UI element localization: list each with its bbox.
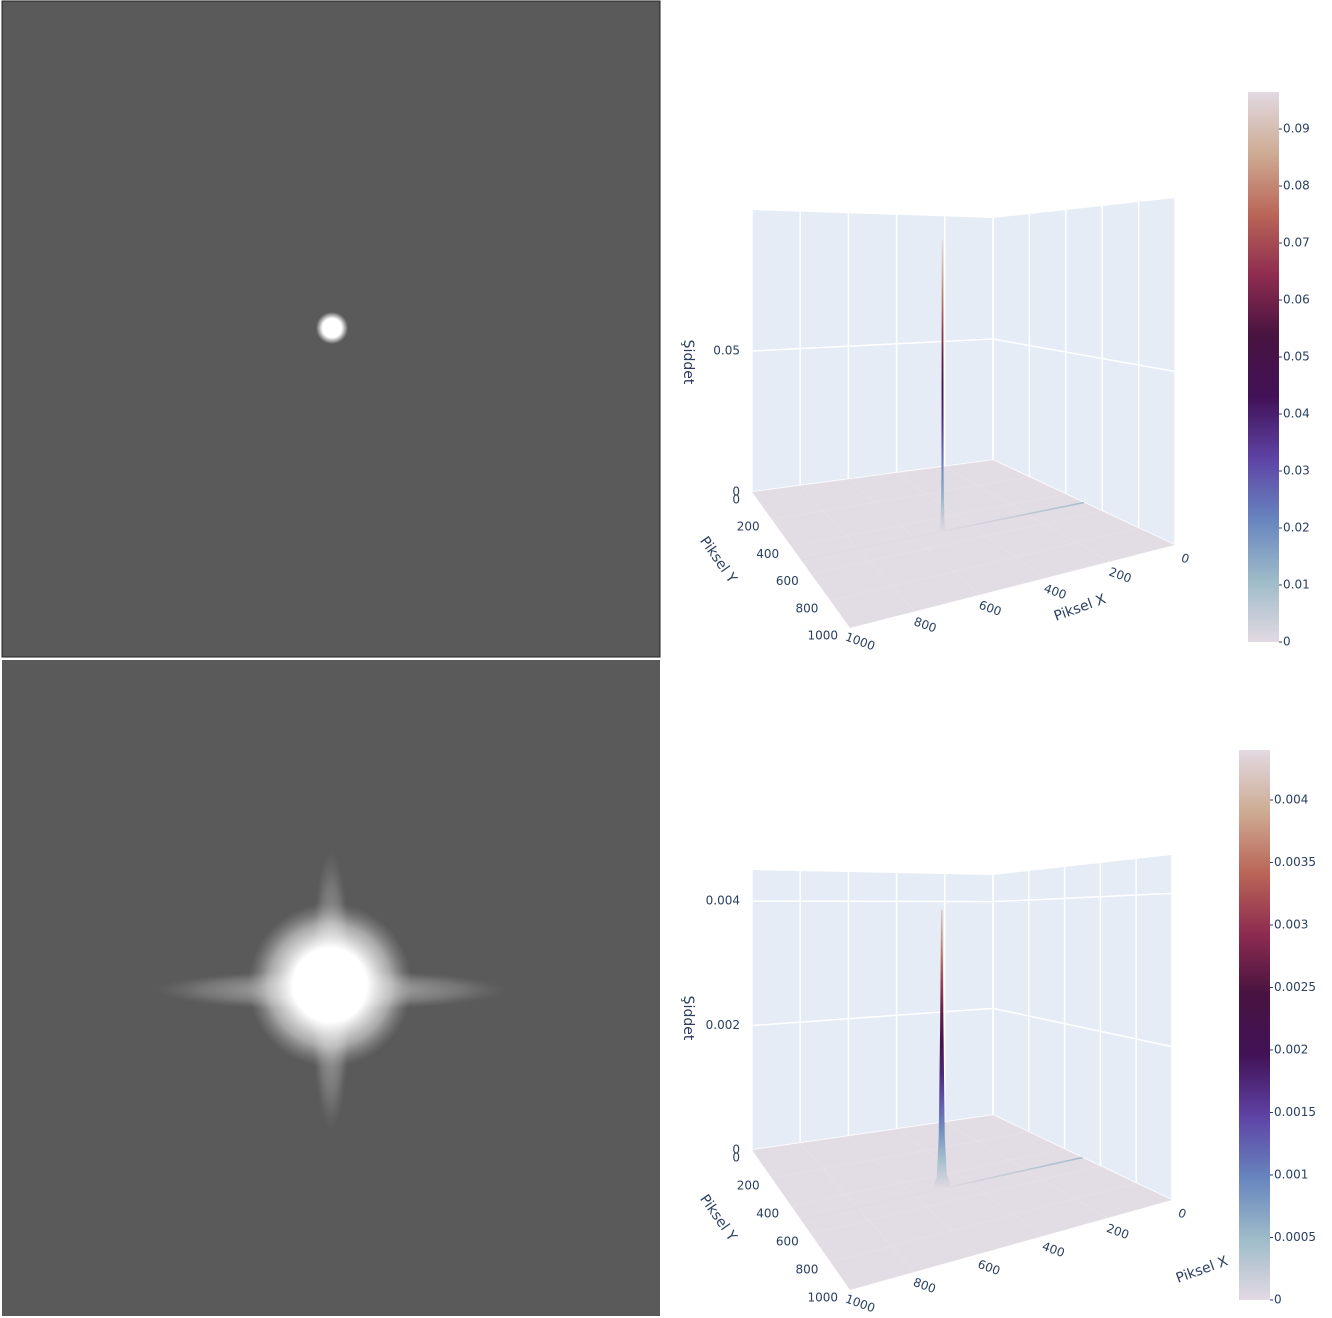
colorbar-tick-label: 0.003: [1274, 918, 1308, 932]
y-tick-label: 400: [756, 1207, 779, 1221]
colorbar-tick-label: 0.0025: [1274, 980, 1316, 994]
x-tick-label: 400: [1040, 1239, 1066, 1260]
wall: [752, 210, 993, 492]
x-tick-label: 600: [977, 598, 1003, 619]
z-axis-title: Şiddet: [680, 340, 696, 385]
colorbar-tick-label: 0.01: [1283, 578, 1310, 592]
colorbar-tick-label: 0.04: [1283, 407, 1310, 421]
colorbar-tick-label: 0.09: [1283, 122, 1310, 136]
y-tick-label: 0: [732, 1151, 740, 1165]
colorbar-tick-label: 0.0035: [1274, 855, 1316, 869]
x-tick-label: 800: [911, 1275, 937, 1296]
x-tick-label: 0: [1179, 551, 1191, 567]
y-tick-label: 1000: [807, 1291, 838, 1305]
wall: [752, 870, 993, 1150]
colorbar-tick-label: 0.08: [1283, 179, 1310, 193]
colorbar-tick-label: 0.001: [1274, 1168, 1308, 1182]
y-tick-label: 800: [795, 1263, 818, 1277]
colorbar-tick-label: 0.004: [1274, 793, 1308, 807]
colorbar-tick-label: 0.0005: [1274, 1230, 1316, 1244]
colorbar: [1239, 750, 1270, 1300]
x-axis-title: Piksel X: [1174, 1253, 1231, 1287]
colorbar-tick-label: 0.07: [1283, 236, 1310, 250]
y-tick-label: 0: [732, 493, 740, 507]
z-tick-label: 0.004: [706, 894, 740, 908]
y-tick-label: 200: [737, 520, 760, 534]
y-axis-title: Piksel Y: [696, 1192, 740, 1245]
page: 0 0.05 0 200 400 600 800 1000 0 200 400 600 800 1000 P…: [0, 0, 1332, 1318]
colorbar: [1248, 92, 1279, 642]
colorbar-tick-label: 0: [1274, 1293, 1282, 1307]
z-tick-label: 0.05: [713, 344, 740, 358]
colorbar-tick-label: 0.0015: [1274, 1105, 1316, 1119]
y-axis-title: Piksel Y: [696, 534, 740, 587]
colorbar-tick-label: 0.002: [1274, 1043, 1308, 1057]
y-tick-label: 400: [756, 547, 779, 561]
surface-chart: 0 0.05 0 200 400 600 800 1000 0 200 400 600 800 1000 P…: [680, 92, 1310, 653]
z-tick-label: 0.002: [706, 1018, 740, 1032]
x-tick-label: 200: [1107, 565, 1133, 586]
y-tick-label: 1000: [807, 629, 838, 643]
y-tick-label: 600: [776, 1235, 799, 1249]
y-tick-label: 600: [776, 574, 799, 588]
x-tick-label: 400: [1042, 581, 1068, 602]
image-top: [2, 1, 660, 657]
x-tick-label: 1000: [843, 630, 876, 654]
colorbar-tick-label: 0.06: [1283, 293, 1310, 307]
x-tick-label: 0: [1176, 1206, 1188, 1222]
y-tick-label: 800: [795, 601, 818, 615]
image-bottom: [2, 660, 660, 1316]
x-tick-label: 800: [912, 614, 938, 635]
surface-chart: 0 0.002 0.004 0 200 400 600 800 1000 0 200 400 600 80…: [680, 750, 1316, 1315]
colorbar-tick-label: 0: [1283, 635, 1291, 649]
colorbar-tick-label: 0.02: [1283, 521, 1310, 535]
colorbar-tick-label: 0.03: [1283, 464, 1310, 478]
x-tick-label: 600: [976, 1257, 1002, 1278]
colorbar-tick-label: 0.05: [1283, 350, 1310, 364]
x-tick-label: 200: [1105, 1221, 1131, 1242]
y-tick-label: 200: [737, 1179, 760, 1193]
x-tick-label: 1000: [843, 1292, 876, 1316]
z-axis-title: Şiddet: [680, 996, 696, 1041]
